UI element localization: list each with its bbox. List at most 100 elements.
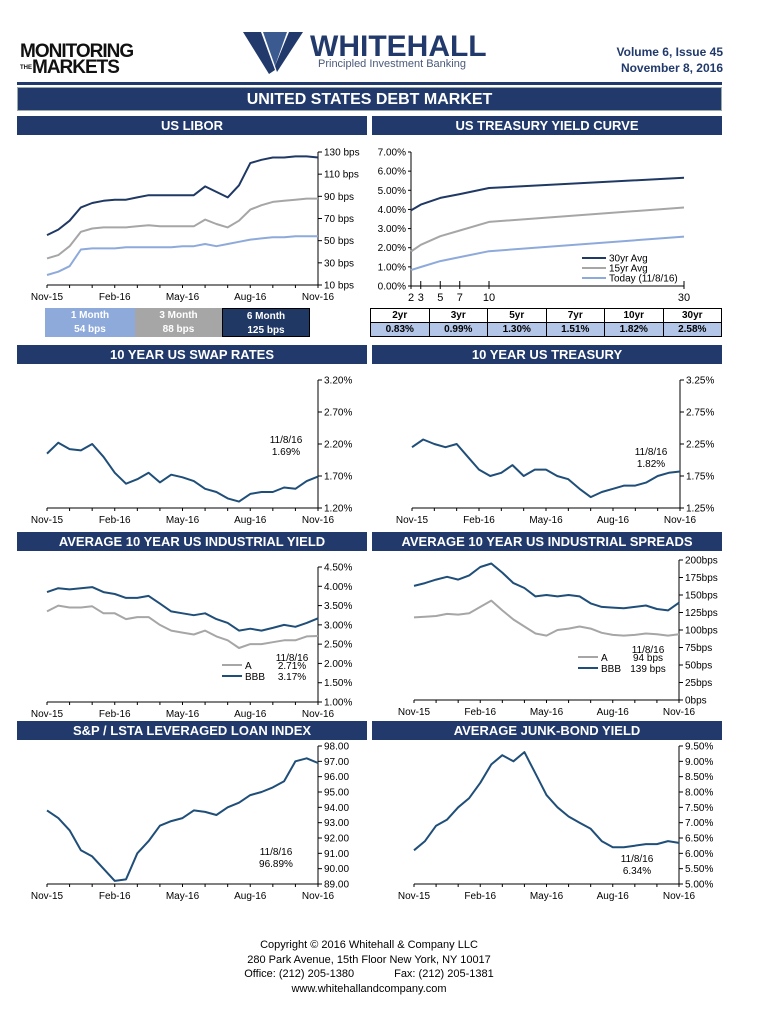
series-line-1-month (46, 235, 318, 276)
series-line-bbb (46, 586, 319, 632)
footer-fax: Fax: (212) 205-1381 (394, 968, 494, 980)
cell: 0.99% (428, 322, 488, 337)
x-tick-label: Aug-16 (234, 709, 267, 720)
x-tick-label: Feb-16 (463, 515, 495, 526)
x-tick-label: Nov-16 (302, 891, 335, 902)
x-tick-label: Nov-15 (31, 292, 64, 303)
legend-label: BBB (601, 664, 621, 675)
issue-date: November 8, 2016 (620, 61, 723, 75)
legend-date: 11/8/16 (276, 653, 309, 664)
x-tick-label: Nov-16 (663, 891, 696, 902)
x-tick-label: Nov-16 (664, 515, 697, 526)
series-line-15yr-avg (410, 206, 685, 253)
legend-value: 94 bps (633, 653, 663, 664)
cell: 1.51% (545, 322, 605, 337)
x-tick-label: Nov-15 (31, 709, 64, 720)
x-tick-label: May-16 (166, 515, 200, 526)
series-line-a (413, 599, 680, 637)
page-title: UNITED STATES DEBT MARKET (17, 87, 722, 111)
footer-website[interactable]: www.whitehallandcompany.com (291, 982, 447, 995)
annotation-value: 1.82% (637, 459, 665, 470)
cell: 30yr (662, 308, 722, 323)
x-tick-label: Nov-16 (302, 515, 335, 526)
libor-legend-3m: 3 Month 88 bps (135, 308, 222, 337)
x-tick-label: Nov-15 (398, 891, 431, 902)
legend-value: 3.17% (278, 672, 306, 683)
x-tick-label: May-16 (529, 515, 563, 526)
y-tick-label: 0bps (685, 696, 707, 707)
y-tick-label: 110 bps (324, 170, 359, 181)
y-tick-label: 75bps (685, 643, 712, 654)
monitoring-the-markets-logo: MONITORING THEMARKETS (20, 41, 134, 79)
y-tick-label: 100bps (685, 626, 718, 637)
y-tick-label: 7.50% (685, 803, 713, 814)
x-tick-label: 3 (418, 292, 424, 304)
series-line-bbb (413, 562, 680, 612)
chart-industrial_spreads (413, 559, 683, 703)
y-tick-label: 1.25% (686, 504, 714, 515)
x-tick-label: Feb-16 (464, 707, 496, 718)
y-tick-label: 1.70% (324, 472, 352, 483)
y-tick-label: 200bps (685, 556, 718, 567)
brand-tagline: Principled Investment Banking (318, 58, 466, 70)
x-tick-label: Nov-15 (398, 707, 431, 718)
y-tick-label: 150bps (685, 591, 718, 602)
header-rule (17, 82, 722, 85)
issue-info: Volume 6, Issue 45 November 8, 2016 (617, 44, 724, 76)
y-tick-label: 3.50% (324, 601, 352, 612)
y-tick-label: 25bps (685, 678, 712, 689)
chart-treasury (411, 379, 684, 511)
footer-copyright: Copyright © 2016 Whitehall & Company LLC (260, 939, 478, 951)
x-tick-label: Feb-16 (99, 515, 131, 526)
x-tick-label: Aug-16 (234, 292, 267, 303)
x-tick-label: May-16 (530, 891, 564, 902)
chart-swap (46, 379, 322, 511)
annotation-value: 6.34% (623, 866, 651, 877)
y-tick-label: 9.00% (685, 757, 713, 768)
y-tick-label: 2.20% (324, 440, 352, 451)
y-tick-label: 1.00% (378, 262, 406, 273)
y-tick-label: 90.00 (324, 864, 349, 875)
y-tick-label: 97.00 (324, 757, 349, 768)
section-title-loan-index: S&P / LSTA LEVERAGED LOAN INDEX (17, 721, 367, 740)
x-tick-label: Aug-16 (597, 515, 630, 526)
series-line-30yr-avg (410, 176, 685, 212)
volume: Volume 6, Issue 45 (616, 45, 724, 59)
y-tick-label: 7.00% (378, 148, 406, 159)
x-tick-label: May-16 (166, 709, 200, 720)
x-tick-label: 2 (408, 292, 414, 304)
section-title-junk: AVERAGE JUNK-BOND YIELD (372, 721, 722, 740)
chart-industrial_yield (46, 566, 322, 705)
legend-label: 30yr Avg (609, 254, 648, 265)
whitehall-logo-icon (243, 32, 303, 74)
x-tick-label: May-16 (530, 707, 564, 718)
y-tick-label: 7.00% (685, 818, 713, 829)
yield-table-header: 2yr 3yr 5yr 7yr 10yr 30yr (370, 308, 722, 323)
y-tick-label: 89.00 (324, 880, 349, 891)
y-tick-label: 2.70% (324, 408, 352, 419)
legend-value: 125 bps (247, 325, 285, 336)
y-tick-label: 95.00 (324, 788, 349, 799)
yield-table: 2yr 3yr 5yr 7yr 10yr 30yr 0.83% 0.99% 1.30% 1.51… (370, 308, 722, 337)
y-tick-label: 2.50% (324, 640, 352, 651)
legend-value: 54 bps (74, 324, 106, 335)
x-tick-label: Feb-16 (99, 709, 131, 720)
y-tick-label: 10 bps (324, 281, 354, 292)
x-tick-label: May-16 (166, 891, 200, 902)
y-tick-label: 125bps (685, 608, 718, 619)
x-tick-label: Nov-15 (31, 891, 64, 902)
y-tick-label: 2.00% (324, 659, 352, 670)
y-tick-label: 6.00% (378, 167, 406, 178)
y-tick-label: 93.00 (324, 818, 349, 829)
y-tick-label: 9.50% (685, 742, 713, 753)
x-tick-label: Aug-16 (234, 515, 267, 526)
chart-libor (46, 151, 322, 288)
series-line-value (413, 751, 680, 852)
legend-value: 139 bps (630, 664, 666, 675)
y-tick-label: 92.00 (324, 834, 349, 845)
legend-label: Today (11/8/16) (609, 274, 678, 285)
y-tick-label: 0.00% (378, 282, 406, 293)
footer-office: Office: (212) 205-1380 (244, 968, 355, 980)
x-tick-label: Feb-16 (99, 891, 131, 902)
